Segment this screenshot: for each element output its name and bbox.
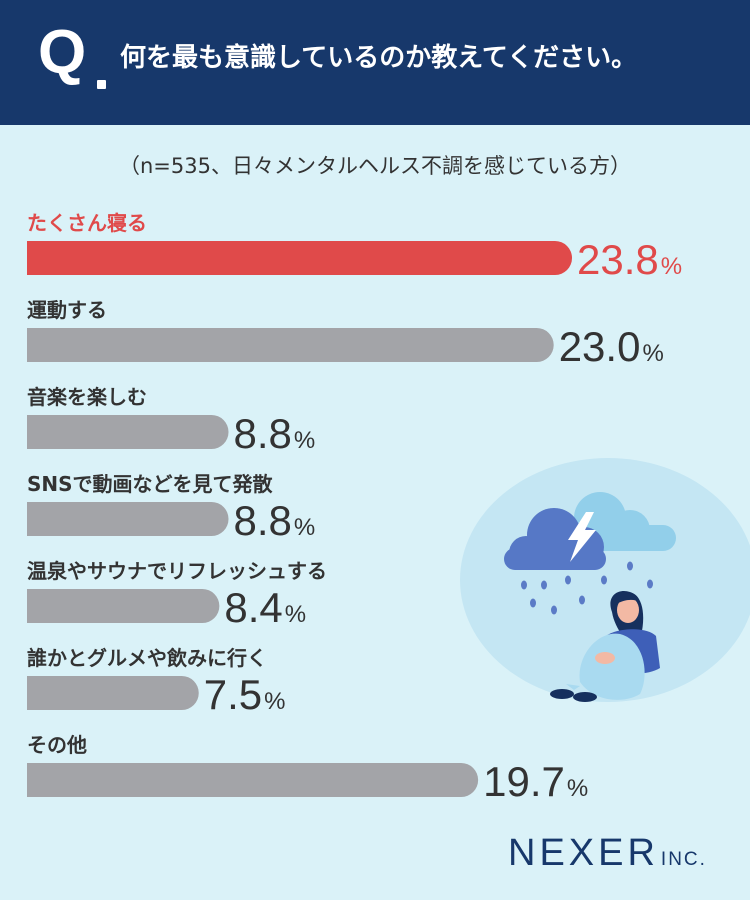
category-label: 誰かとグルメや飲みに行く (27, 646, 267, 670)
bar (27, 415, 229, 449)
logo-main: NEXER (508, 832, 659, 874)
value-label: 8.8% (234, 497, 316, 544)
question-header: Q 何を最も意識しているのか教えてください。 (0, 0, 750, 125)
rain-illustration (460, 458, 750, 702)
value-number: 23.0 (559, 323, 641, 370)
question-text: 何を最も意識しているのか教えてください。 (120, 43, 638, 73)
bar-left-cap (27, 676, 44, 710)
bar (27, 502, 229, 536)
value-label: 23.0% (559, 323, 664, 370)
bar (27, 676, 199, 710)
bar (27, 589, 220, 623)
cloud-back-icon (574, 492, 676, 551)
value-number: 8.8 (234, 497, 292, 544)
value-unit: % (264, 688, 285, 715)
logo-suffix: INC. (660, 849, 707, 870)
value-number: 23.8 (577, 236, 659, 283)
value-label: 23.8% (577, 236, 682, 283)
q-letter: Q (38, 18, 87, 87)
raindrops-icon (521, 561, 653, 615)
value-label: 19.7% (483, 758, 588, 805)
sample-note: （n=535、日々メンタルヘルス不調を感じている方） (119, 154, 631, 178)
value-unit: % (567, 775, 588, 802)
bar (27, 328, 554, 362)
category-label: その他 (27, 733, 87, 757)
category-label: 温泉やサウナでリフレッシュする (27, 559, 327, 583)
category-label: たくさん寝る (27, 211, 147, 235)
value-label: 8.8% (234, 410, 316, 457)
bar-left-cap (27, 502, 44, 536)
category-label: 音楽を楽しむ (27, 385, 147, 409)
value-unit: % (294, 427, 315, 454)
category-label: SNSで動画などを見て発散 (27, 472, 274, 496)
value-unit: % (642, 340, 663, 367)
value-number: 8.4 (224, 584, 282, 631)
value-number: 19.7 (483, 758, 565, 805)
value-unit: % (294, 514, 315, 541)
value-number: 7.5 (204, 671, 262, 718)
value-unit: % (661, 253, 682, 280)
bar-left-cap (27, 589, 44, 623)
category-label: 運動する (27, 298, 107, 322)
sitting-woman-icon (550, 590, 660, 702)
bar-left-cap (27, 241, 44, 275)
bar-left-cap (27, 328, 44, 362)
bar (27, 241, 573, 275)
bar-left-cap (27, 763, 44, 797)
nexer-logo: NEXER INC. (508, 832, 707, 875)
bar (27, 763, 479, 797)
bar-left-cap (27, 415, 44, 449)
q-dot (97, 80, 106, 89)
value-number: 8.8 (234, 410, 292, 457)
value-unit: % (285, 601, 306, 628)
value-label: 7.5% (204, 671, 286, 718)
value-label: 8.4% (224, 584, 306, 631)
lightning-icon (568, 512, 596, 562)
